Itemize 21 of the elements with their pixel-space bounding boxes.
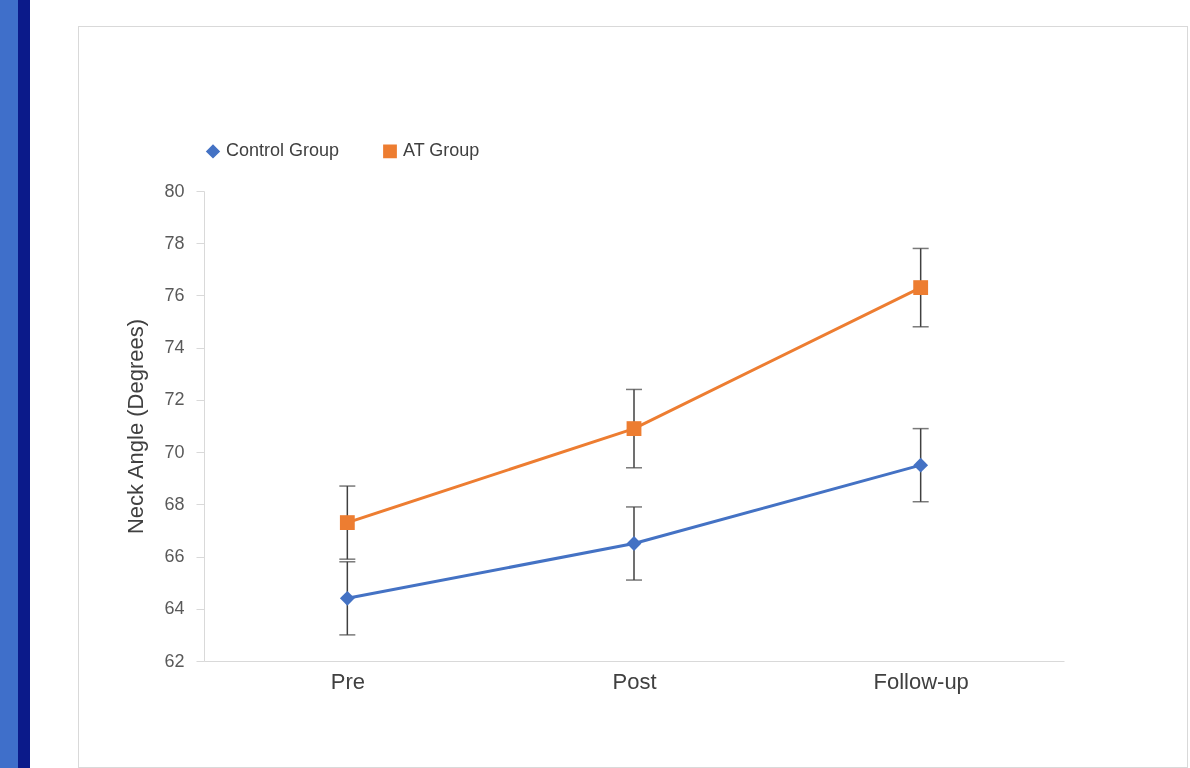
y-tick-label: 78 [164,232,185,253]
point [626,421,642,437]
y-tick-label: 66 [164,546,185,567]
y-tick-label: 64 [164,598,185,619]
x-tick-label: Post [612,668,657,694]
point [339,515,355,531]
point [913,457,929,473]
y-tick-label: 80 [164,180,185,201]
y-tick-label: 62 [164,650,185,671]
x-tick-label: Follow-up [873,668,969,694]
legend-label: AT Group [403,140,480,161]
point [913,280,929,296]
y-tick-label: 76 [164,284,185,305]
point [339,590,355,606]
y-axis-title: Neck Angle (Degrees) [123,318,149,535]
x-tick-label: Pre [330,668,365,694]
y-tick-label: 74 [164,337,185,358]
legend-label: Control Group [226,140,340,161]
y-tick-label: 72 [164,389,185,410]
y-tick-label: 68 [164,493,185,514]
y-tick-label: 70 [164,441,185,462]
